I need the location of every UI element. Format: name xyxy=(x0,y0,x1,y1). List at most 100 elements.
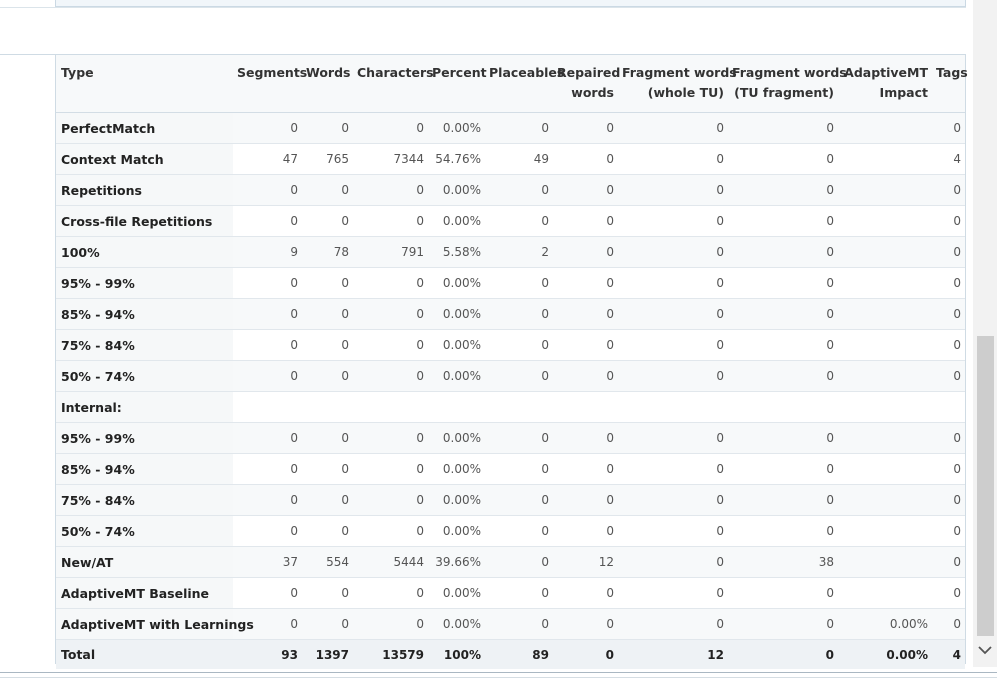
cell-frag-tu: 0 xyxy=(728,453,838,485)
cell-adaptive xyxy=(838,546,932,578)
cell-adaptive xyxy=(838,329,932,361)
table-row[interactable]: 75% - 84% 0 0 0 0.00% 0 0 0 0 0 xyxy=(56,329,965,361)
cell-adaptive xyxy=(838,577,932,609)
cell-tags: 0 xyxy=(932,515,965,547)
cell-percent: 0.00% xyxy=(428,174,485,206)
cell-frag-whole: 0 xyxy=(618,143,728,175)
cell-tags: 0 xyxy=(932,453,965,485)
section-label-internal: Internal: xyxy=(56,391,233,423)
cell-words: 78 xyxy=(302,236,353,268)
cell-adaptive xyxy=(838,205,932,237)
table-row[interactable]: 50% - 74% 0 0 0 0.00% 0 0 0 0 0 xyxy=(56,360,965,392)
col-header-percent[interactable]: Percent xyxy=(428,55,487,113)
cell-placeables: 0 xyxy=(485,453,553,485)
cell-words: 0 xyxy=(302,205,353,237)
cell-frag-whole: 0 xyxy=(618,174,728,206)
table-row[interactable]: PerfectMatch 0 0 0 0.00% 0 0 0 0 0 xyxy=(56,112,965,144)
cell-frag-tu: 0 xyxy=(728,236,838,268)
col-header-adaptivemt-impact[interactable]: AdaptiveMT Impact xyxy=(838,55,932,113)
cell-tags: 0 xyxy=(932,484,965,516)
divider xyxy=(0,672,997,673)
cell-characters: 0 xyxy=(353,267,428,299)
cell-adaptive: 0.00% xyxy=(838,608,932,640)
cell-frag-whole: 12 xyxy=(618,639,728,669)
cell-placeables: 0 xyxy=(485,298,553,330)
cell-repaired: 0 xyxy=(553,236,618,268)
cell-frag-tu: 0 xyxy=(728,205,838,237)
scrollbar-thumb[interactable] xyxy=(977,336,994,636)
table-row[interactable]: 75% - 84% 0 0 0 0.00% 0 0 0 0 0 xyxy=(56,484,965,516)
cell-frag-tu: 0 xyxy=(728,298,838,330)
cell-percent: 0.00% xyxy=(428,577,485,609)
table-total-row[interactable]: Total 93 1397 13579 100% 89 0 12 0 0.00% 4 xyxy=(56,639,965,669)
cell-percent: 100% xyxy=(428,639,485,669)
cell-words: 0 xyxy=(302,329,353,361)
cell-tags: 0 xyxy=(932,205,965,237)
cell-words: 0 xyxy=(302,112,353,144)
divider xyxy=(0,7,966,8)
chevron-down-icon xyxy=(978,646,992,655)
cell-repaired: 0 xyxy=(553,267,618,299)
table-row[interactable]: 85% - 94% 0 0 0 0.00% 0 0 0 0 0 xyxy=(56,453,965,485)
table-row[interactable]: 95% - 99% 0 0 0 0.00% 0 0 0 0 0 xyxy=(56,267,965,299)
col-header-fragment-whole-tu[interactable]: Fragment words (whole TU) xyxy=(618,55,737,113)
col-header-repaired-words[interactable]: Repaired words xyxy=(553,55,620,113)
cell-tags: 0 xyxy=(932,546,965,578)
table-row[interactable]: Cross-file Repetitions 0 0 0 0.00% 0 0 0 0 0 xyxy=(56,205,965,237)
cell-characters: 0 xyxy=(353,453,428,485)
cell-type: 50% - 74% xyxy=(56,515,233,547)
scroll-down-button[interactable] xyxy=(974,639,996,661)
cell-adaptive xyxy=(838,422,932,454)
cell-adaptive xyxy=(838,174,932,206)
cell-characters: 791 xyxy=(353,236,428,268)
cell-repaired: 0 xyxy=(553,608,618,640)
table-row[interactable]: Context Match 47 765 7344 54.76% 49 0 0 0 4 xyxy=(56,143,965,175)
cell-percent: 54.76% xyxy=(428,143,485,175)
table-row[interactable]: Repetitions 0 0 0 0.00% 0 0 0 0 0 xyxy=(56,174,965,206)
cell-tags: 0 xyxy=(932,236,965,268)
table-row[interactable]: 95% - 99% 0 0 0 0.00% 0 0 0 0 0 xyxy=(56,422,965,454)
cell-adaptive xyxy=(838,453,932,485)
cell-adaptive xyxy=(838,298,932,330)
table-section-row: Internal: xyxy=(56,391,965,423)
cell-repaired: 0 xyxy=(553,422,618,454)
cell-tags: 0 xyxy=(932,112,965,144)
cell-repaired: 0 xyxy=(553,174,618,206)
cell-frag-tu: 0 xyxy=(728,515,838,547)
table-header-row: Type Segments Words Characters Percent P… xyxy=(56,55,968,113)
cell-tags: 0 xyxy=(932,298,965,330)
col-header-type[interactable]: Type xyxy=(56,55,233,113)
table-row[interactable]: AdaptiveMT Baseline 0 0 0 0.00% 0 0 0 0 0 xyxy=(56,577,965,609)
col-header-tags[interactable]: Tags xyxy=(932,55,968,113)
divider xyxy=(0,677,997,678)
cell-characters: 0 xyxy=(353,608,428,640)
cell-segments: 9 xyxy=(233,236,302,268)
cell-type: 100% xyxy=(56,236,233,268)
cell-tags: 0 xyxy=(932,422,965,454)
table-row[interactable]: 50% - 74% 0 0 0 0.00% 0 0 0 0 0 xyxy=(56,515,965,547)
table-row[interactable]: 100% 9 78 791 5.58% 2 0 0 0 0 xyxy=(56,236,965,268)
cell-frag-whole: 0 xyxy=(618,360,728,392)
col-header-segments[interactable]: Segments xyxy=(233,55,307,113)
cell-percent: 0.00% xyxy=(428,360,485,392)
cell-repaired: 0 xyxy=(553,205,618,237)
cell-placeables: 0 xyxy=(485,174,553,206)
cell-frag-whole: 0 xyxy=(618,484,728,516)
col-header-characters[interactable]: Characters xyxy=(353,55,434,113)
col-header-fragment-tu-fragment[interactable]: Fragment words (TU fragment) xyxy=(728,55,847,113)
cell-words: 0 xyxy=(302,608,353,640)
cell-characters: 0 xyxy=(353,205,428,237)
cell-percent: 0.00% xyxy=(428,298,485,330)
cell-type: Total xyxy=(56,639,233,669)
cell-segments: 0 xyxy=(233,484,302,516)
cell-tags: 0 xyxy=(932,267,965,299)
cell-repaired: 0 xyxy=(553,298,618,330)
col-header-placeables[interactable]: Placeables xyxy=(485,55,564,113)
cell-frag-tu: 0 xyxy=(728,360,838,392)
table-row[interactable]: AdaptiveMT with Learnings 0 0 0 0.00% 0 0 0 0 0.0… xyxy=(56,608,965,640)
col-header-words[interactable]: Words xyxy=(302,55,353,113)
table-row[interactable]: New/AT 37 554 5444 39.66% 0 12 0 38 0 xyxy=(56,546,965,578)
cell-segments: 37 xyxy=(233,546,302,578)
table-row[interactable]: 85% - 94% 0 0 0 0.00% 0 0 0 0 0 xyxy=(56,298,965,330)
cell-frag-tu: 38 xyxy=(728,546,838,578)
